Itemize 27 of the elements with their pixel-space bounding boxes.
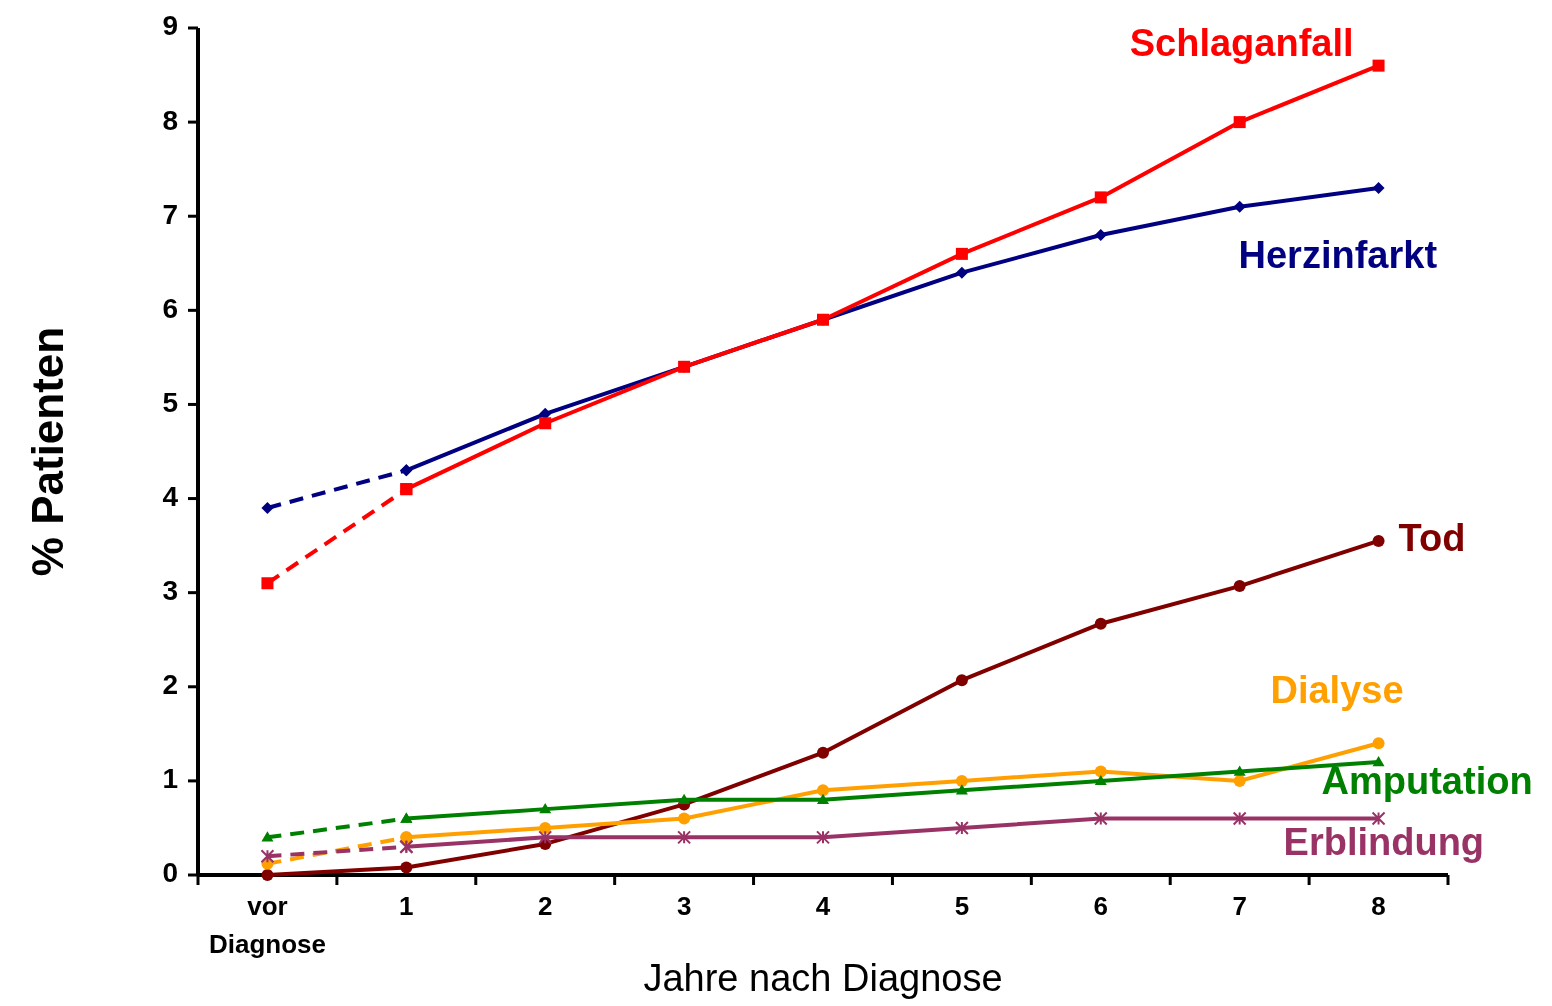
series-label: Amputation <box>1321 760 1533 803</box>
y-tick-label: 0 <box>162 857 178 889</box>
x-tick-label: 5 <box>954 891 970 921</box>
y-tick-label: 8 <box>162 104 178 136</box>
series-label: Dialyse <box>1270 669 1404 712</box>
series-label: Schlaganfall <box>1129 21 1354 64</box>
x-tick-label: 2 <box>537 891 553 921</box>
x-tick-label: 7 <box>1232 891 1247 921</box>
x-tick-label: 8 <box>1371 891 1386 921</box>
x-tick-label: vor Diagnose <box>208 891 326 959</box>
y-tick-label: 6 <box>162 292 178 324</box>
y-tick-label: 4 <box>162 480 179 512</box>
y-tick-label: 5 <box>162 386 178 418</box>
y-tick-label: 3 <box>162 575 178 607</box>
x-tick-label: 4 <box>815 891 831 921</box>
y-axis-title: % Patienten <box>23 326 72 577</box>
y-tick-label: 1 <box>162 763 178 795</box>
series-label: Herzinfarkt <box>1238 234 1438 277</box>
x-axis-title: Jahre nach Diagnose <box>643 957 1003 999</box>
x-tick-label: 3 <box>676 891 692 921</box>
series-label: Tod <box>1398 516 1466 559</box>
y-tick-label: 9 <box>162 10 178 42</box>
x-tick-label: 6 <box>1093 891 1109 921</box>
y-tick-label: 2 <box>162 669 178 701</box>
x-tick-label: 1 <box>399 891 414 921</box>
y-tick-label: 7 <box>162 198 178 230</box>
series-label: Erblindung <box>1283 820 1485 863</box>
